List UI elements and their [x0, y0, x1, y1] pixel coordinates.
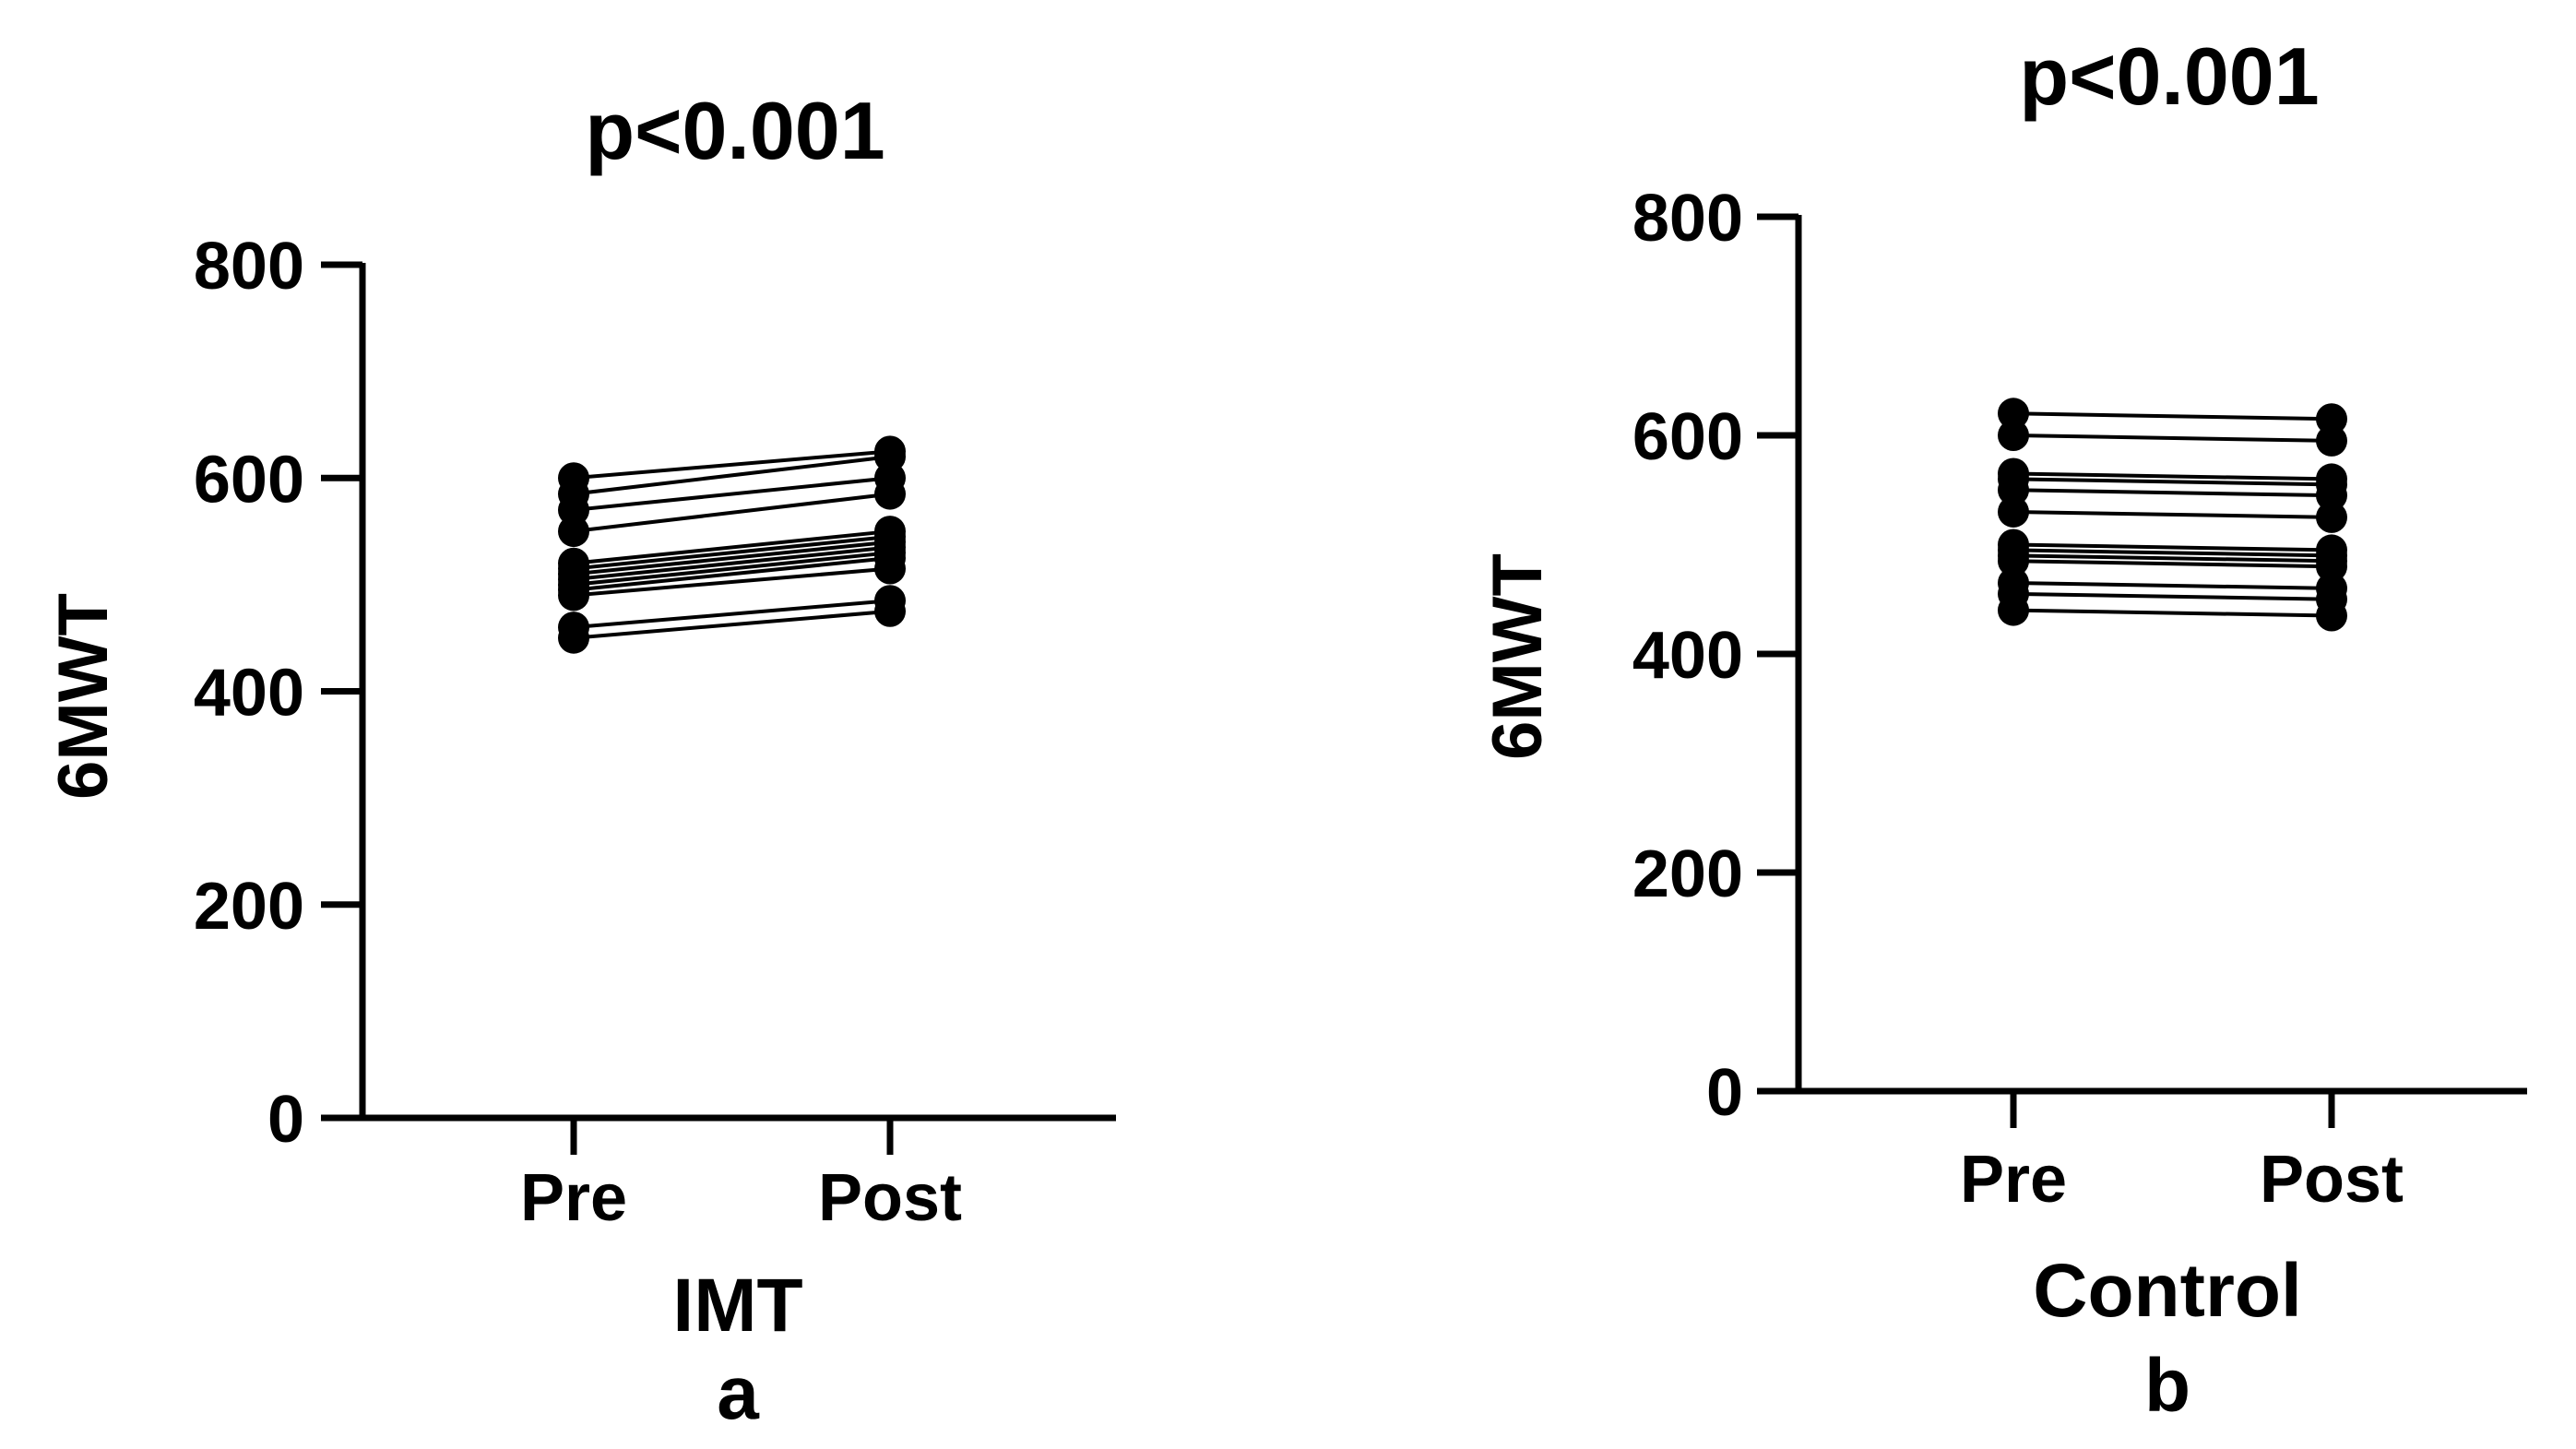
panel-a-xlabel: IMT [672, 1264, 802, 1348]
y-tick-label: 800 [194, 230, 304, 303]
series-line [573, 540, 891, 576]
panel-b-label: b [2144, 1344, 2190, 1428]
y-tick-label: 200 [194, 870, 304, 944]
series-line [2012, 434, 2333, 443]
panel-b-x-axis-ticks: Pre Post [1960, 1091, 2404, 1217]
y-tick-label: 0 [1706, 1056, 1743, 1130]
series-line [573, 566, 891, 598]
series-line [2012, 477, 2333, 487]
x-tick-label: Pre [520, 1161, 627, 1235]
data-point [1998, 398, 2029, 430]
series-line [2012, 580, 2333, 590]
data-point [2316, 600, 2347, 632]
series-line [573, 609, 891, 640]
panel-b-ylabel: 6MWT [1478, 553, 1557, 760]
series-line [573, 545, 891, 582]
data-point [2316, 424, 2347, 457]
y-tick-label: 200 [1632, 837, 1743, 911]
y-tick-label: 600 [194, 443, 304, 517]
series-line [2012, 542, 2333, 552]
panel-a-label: a [717, 1351, 760, 1435]
data-point [2316, 501, 2347, 533]
x-tick-label: Post [2260, 1143, 2404, 1217]
panel-b-y-axis-ticks: 0 200 400 600 800 [1632, 182, 1798, 1130]
panel-a-ylabel: 6MWT [44, 593, 123, 800]
series-3 [558, 462, 906, 526]
data-point [1998, 474, 2029, 506]
y-tick-label: 400 [194, 657, 304, 730]
panel-b-title: p<0.001 [2019, 30, 2319, 122]
panel-b-xlabel: Control [2033, 1249, 2301, 1333]
data-point [2316, 403, 2347, 435]
series-line [573, 534, 891, 571]
series-line [573, 455, 891, 496]
series-line [573, 492, 891, 534]
series-line [2012, 471, 2333, 481]
series-line [573, 599, 891, 630]
series-13 [1998, 594, 2347, 632]
series-5 [1998, 474, 2347, 512]
series-line [573, 551, 891, 587]
series-line [2012, 559, 2333, 569]
data-point [558, 579, 589, 612]
series-6 [1998, 495, 2347, 533]
data-point [874, 595, 906, 627]
data-point [874, 552, 906, 585]
y-tick-label: 800 [1632, 182, 1743, 255]
data-point [2316, 480, 2347, 512]
series-line [2012, 548, 2333, 558]
series-line [573, 529, 891, 565]
data-point [558, 622, 589, 654]
panel-a: p<0.001 6MWT 0 200 400 600 800 Pre Post IMT a [44, 85, 1116, 1435]
series-1 [558, 435, 906, 494]
series-line [2012, 591, 2333, 601]
data-point [874, 478, 906, 510]
data-point [1998, 495, 2029, 528]
series-10 [1998, 545, 2347, 583]
y-tick-label: 400 [1632, 619, 1743, 693]
series-line [2012, 553, 2333, 564]
series-line [573, 449, 891, 481]
series-13 [558, 595, 906, 654]
series-2 [1998, 420, 2347, 457]
y-tick-label: 0 [267, 1083, 304, 1157]
panel-a-y-axis-ticks: 0 200 400 600 800 [194, 230, 362, 1157]
data-point [2316, 551, 2347, 583]
series-line [2012, 411, 2333, 422]
panel-a-title: p<0.001 [585, 85, 884, 176]
panel-b: p<0.001 6MWT 0 200 400 600 800 Pre Post Contr… [1478, 30, 2527, 1428]
series-11 [558, 552, 906, 612]
series-line [2012, 509, 2333, 519]
x-tick-label: Pre [1960, 1143, 2067, 1217]
series-1 [1998, 398, 2347, 435]
x-tick-label: Post [818, 1161, 962, 1235]
panel-a-series [558, 435, 906, 654]
data-point [1998, 594, 2029, 626]
data-point [558, 516, 589, 548]
series-line [573, 555, 891, 592]
data-point [1998, 420, 2029, 451]
panel-a-x-axis-ticks: Pre Post [520, 1118, 962, 1235]
y-tick-label: 600 [1632, 400, 1743, 474]
series-line [2012, 608, 2333, 618]
panel-b-series [1998, 398, 2347, 632]
data-point [1998, 545, 2029, 577]
series-line [2012, 488, 2333, 498]
series-line [573, 476, 891, 512]
series-4 [558, 478, 906, 548]
